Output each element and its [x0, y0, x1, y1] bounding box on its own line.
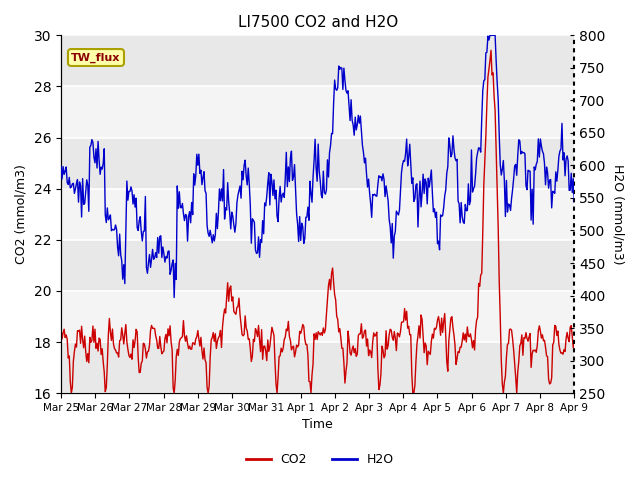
Legend: CO2, H2O: CO2, H2O	[241, 448, 399, 471]
Title: LI7500 CO2 and H2O: LI7500 CO2 and H2O	[237, 15, 398, 30]
Y-axis label: CO2 (mmol/m3): CO2 (mmol/m3)	[15, 164, 28, 264]
Text: TW_flux: TW_flux	[71, 52, 121, 63]
X-axis label: Time: Time	[302, 419, 333, 432]
Y-axis label: H2O (mmol/m3): H2O (mmol/m3)	[612, 164, 625, 264]
Bar	[61, 86, 574, 138]
Bar	[61, 189, 574, 240]
Bar	[61, 291, 574, 342]
